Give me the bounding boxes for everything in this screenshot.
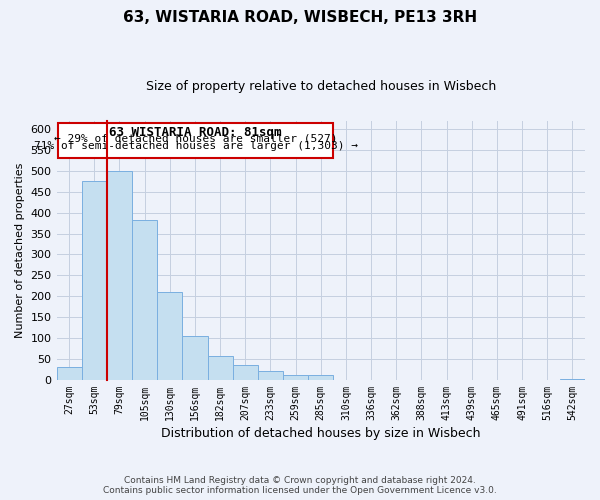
Bar <box>107 171 132 380</box>
X-axis label: Distribution of detached houses by size in Wisbech: Distribution of detached houses by size … <box>161 427 481 440</box>
Bar <box>208 356 233 380</box>
Text: Contains HM Land Registry data © Crown copyright and database right 2024.
Contai: Contains HM Land Registry data © Crown c… <box>103 476 497 495</box>
Text: 63 WISTARIA ROAD: 81sqm: 63 WISTARIA ROAD: 81sqm <box>109 126 282 138</box>
Bar <box>308 375 334 380</box>
Bar <box>283 375 308 380</box>
Text: 71% of semi-detached houses are larger (1,303) →: 71% of semi-detached houses are larger (… <box>34 142 358 152</box>
Text: 63, WISTARIA ROAD, WISBECH, PE13 3RH: 63, WISTARIA ROAD, WISBECH, PE13 3RH <box>123 10 477 25</box>
Bar <box>182 336 208 380</box>
Text: ← 29% of detached houses are smaller (527): ← 29% of detached houses are smaller (52… <box>54 134 337 144</box>
Y-axis label: Number of detached properties: Number of detached properties <box>15 162 25 338</box>
Title: Size of property relative to detached houses in Wisbech: Size of property relative to detached ho… <box>146 80 496 93</box>
Bar <box>82 181 107 380</box>
FancyBboxPatch shape <box>58 122 334 158</box>
Bar <box>132 220 157 380</box>
Bar <box>233 366 258 380</box>
Bar <box>56 366 82 380</box>
Bar <box>560 378 585 380</box>
Bar <box>258 371 283 380</box>
Bar <box>157 292 182 380</box>
